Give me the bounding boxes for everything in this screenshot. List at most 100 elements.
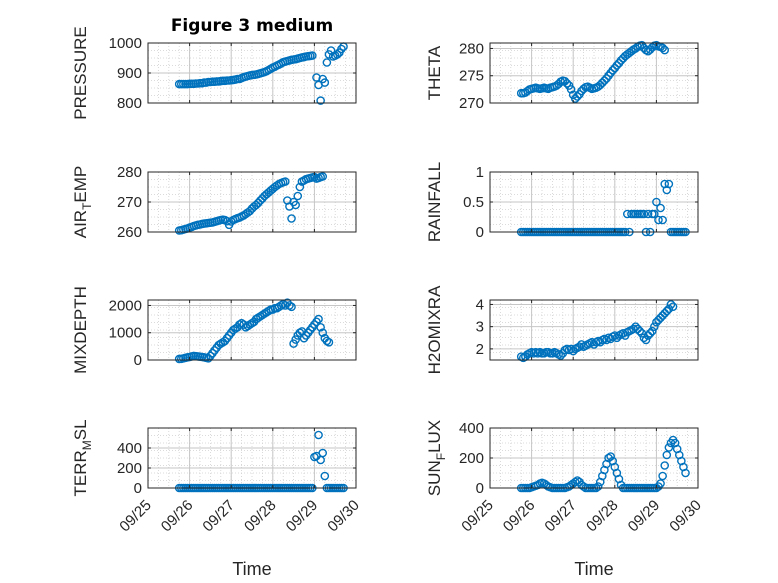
data-point xyxy=(681,468,690,478)
data-point xyxy=(650,209,659,219)
data-point xyxy=(566,85,576,94)
data-point xyxy=(575,342,584,351)
y-axis-label: AIRTEMP xyxy=(71,166,94,239)
y-axis-label-main: SUN xyxy=(425,460,444,496)
y-axis-label-subscript: M xyxy=(80,440,94,450)
data-point xyxy=(295,182,305,192)
y-axis-label-main: TERR xyxy=(71,450,90,496)
y-tick-label: 0.5 xyxy=(463,194,484,211)
x-tick-label: 09/29 xyxy=(283,497,322,536)
x-axis-label-left: Time xyxy=(232,559,271,579)
data-point xyxy=(573,92,582,101)
data-point xyxy=(610,331,620,340)
data-point xyxy=(287,302,296,312)
data-point xyxy=(668,302,678,311)
y-tick-label: 2000 xyxy=(109,297,142,314)
y-tick-label: 400 xyxy=(117,440,142,457)
data-point xyxy=(587,337,597,347)
subplot-4: 0 0.5 1 RAINFALL xyxy=(425,162,699,242)
y-axis-label-main: AIR xyxy=(71,210,90,238)
data-point xyxy=(645,329,655,338)
y-tick-label: 1000 xyxy=(109,325,142,342)
data-point xyxy=(324,337,334,347)
y-tick-label: 200 xyxy=(117,460,142,477)
x-tick-label: 09/26 xyxy=(158,497,197,536)
y-axis-label: THETA xyxy=(425,45,444,100)
y-tick-label: 800 xyxy=(117,95,142,112)
data-point xyxy=(606,452,615,461)
y-tick-label: 270 xyxy=(459,95,484,112)
data-point xyxy=(647,326,657,336)
tick-marks xyxy=(489,427,699,489)
subplot-3: 260 270 280 AIRTEMP xyxy=(71,164,357,241)
series-markers xyxy=(516,300,678,363)
y-tick-label: 4 xyxy=(476,296,484,313)
data-point xyxy=(314,314,323,324)
series-markers xyxy=(174,42,348,105)
data-point xyxy=(652,197,661,207)
x-tick-label: 09/30 xyxy=(324,497,363,536)
data-point xyxy=(664,179,674,189)
tick-marks xyxy=(489,171,699,233)
data-point xyxy=(314,430,323,440)
data-point xyxy=(658,43,667,53)
axes-box xyxy=(147,427,357,489)
data-point xyxy=(289,339,298,348)
data-point xyxy=(291,335,300,344)
y-tick-label: 1 xyxy=(476,164,484,181)
y-tick-label: 280 xyxy=(459,40,484,57)
data-point xyxy=(666,300,676,309)
data-point xyxy=(600,76,609,85)
y-axis-label: PRESSURE xyxy=(71,26,90,120)
data-point xyxy=(280,177,290,186)
tick-marks xyxy=(147,300,357,361)
y-tick-label: 2 xyxy=(476,341,484,358)
series-markers xyxy=(174,298,334,364)
x-axis-label-right: Time xyxy=(574,559,613,579)
x-tick-label: 09/25 xyxy=(458,497,497,536)
data-point xyxy=(664,443,674,452)
y-axis-label: H2OMIXRA xyxy=(425,285,444,374)
data-point xyxy=(577,340,586,349)
data-point xyxy=(647,43,657,52)
tick-marks xyxy=(489,43,699,104)
data-point xyxy=(664,304,674,314)
y-tick-label: 0 xyxy=(476,224,484,241)
data-point xyxy=(566,344,576,354)
y-tick-label: 280 xyxy=(117,164,142,181)
data-point xyxy=(643,209,653,219)
data-point xyxy=(593,482,603,491)
data-point xyxy=(320,78,330,87)
y-axis-label-subscript: F xyxy=(434,453,448,460)
series-markers xyxy=(516,40,670,103)
subplot-6: 2 3 4 H2OMIXRA xyxy=(425,285,699,374)
data-point xyxy=(660,461,670,470)
data-point xyxy=(608,65,618,75)
data-point xyxy=(635,326,645,336)
y-tick-label: 0 xyxy=(476,480,484,497)
y-axis-label: SUNFLUX xyxy=(425,420,448,496)
data-point xyxy=(562,79,572,88)
y-tick-label: 275 xyxy=(459,68,484,85)
x-tick-label: 09/29 xyxy=(625,497,664,536)
data-point xyxy=(656,203,665,213)
y-tick-label: 200 xyxy=(459,450,484,467)
x-tick-label: 09/30 xyxy=(666,497,705,536)
data-point xyxy=(204,354,213,363)
y-axis-label: MIXDEPTH xyxy=(71,286,90,374)
series-markers xyxy=(174,172,328,235)
data-point xyxy=(337,44,346,54)
tick-marks xyxy=(147,428,357,489)
subplot-8: 0 200 400 SUNFLUX 09/25 09/26 09/27 09/28 09/29 0… xyxy=(425,420,705,536)
data-point xyxy=(556,351,566,360)
axes-box xyxy=(147,299,357,361)
data-point xyxy=(316,96,325,105)
data-point xyxy=(308,51,317,60)
data-point xyxy=(660,45,670,55)
data-point xyxy=(318,172,328,181)
data-point xyxy=(322,58,332,67)
tick-marks xyxy=(489,300,699,360)
